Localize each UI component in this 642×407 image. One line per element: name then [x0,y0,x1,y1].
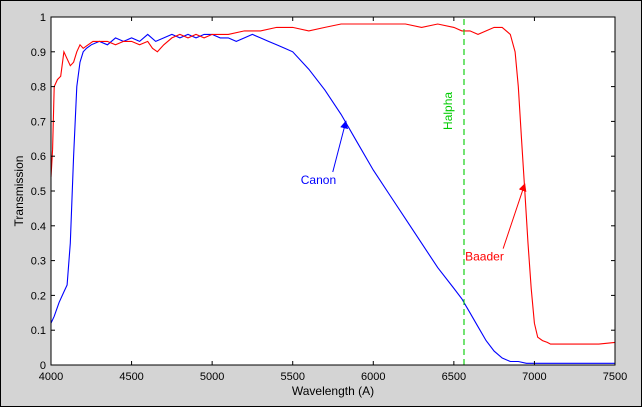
y-tick-label: 0.8 [31,82,46,94]
y-tick-label: 0.4 [31,221,46,233]
x-tick-label: 5500 [280,371,304,383]
series-line-canon [50,33,615,364]
y-tick-label: 0.2 [31,290,46,302]
plot-border [50,16,616,366]
x-axis-label: Wavelength (A) [292,384,374,398]
annotation-baader: Baader [465,250,504,264]
series-layer [50,17,616,365]
x-tick-label: 6000 [361,371,385,383]
y-tick-label: 0.3 [31,256,46,268]
y-tick-label: 0 [40,360,46,372]
x-tick-label: 6500 [442,371,466,383]
axis-ticks: 4000 4500 5000 5500 6000 6500 7000 7500 0 0.1 0.2 0… [31,12,628,383]
series-line-baader [50,23,616,345]
y-tick-label: 0.5 [31,186,46,198]
x-tick-label: 5000 [200,371,224,383]
x-tick-label: 7000 [522,371,546,383]
plot-area [51,17,615,365]
y-tick-label: 0.6 [31,151,46,163]
x-tick-label: 4500 [119,371,143,383]
y-tick-label: 0.7 [31,116,46,128]
y-tick-label: 0.1 [31,325,46,337]
annotations: Canon Baader Halpha [301,92,527,264]
annotation-arrow-baader [502,183,527,249]
annotation-halpha: Halpha [441,92,455,130]
x-tick-label: 7500 [603,371,627,383]
x-tick-label: 4000 [39,371,63,383]
annotation-arrow-canon [332,120,349,173]
y-tick-label: 1 [40,12,46,24]
annotation-canon: Canon [301,173,336,187]
y-tick-label: 0.9 [31,47,46,59]
y-axis-label: Transmission [12,156,26,227]
